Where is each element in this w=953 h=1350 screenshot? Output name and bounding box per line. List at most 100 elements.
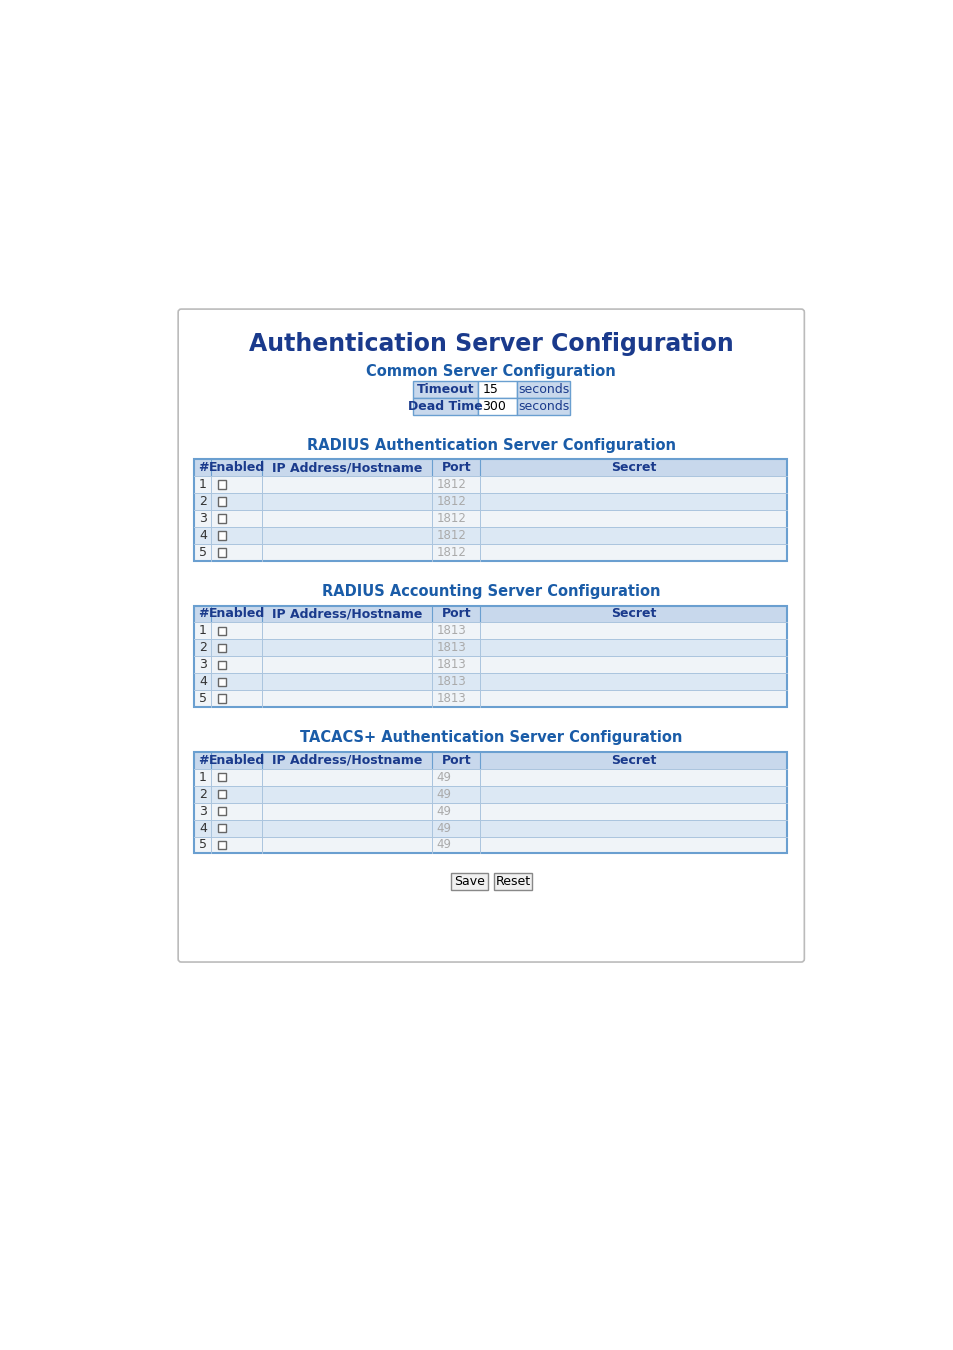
Text: 49: 49 bbox=[436, 787, 451, 801]
Bar bbox=[217, 694, 226, 703]
Bar bbox=[194, 656, 786, 674]
Text: 5: 5 bbox=[199, 545, 207, 559]
Text: Secret: Secret bbox=[611, 462, 656, 474]
Bar bbox=[217, 644, 226, 652]
Text: Enabled: Enabled bbox=[209, 462, 265, 474]
Text: 300: 300 bbox=[482, 400, 506, 413]
Text: 1812: 1812 bbox=[436, 529, 466, 541]
Text: 3: 3 bbox=[199, 659, 207, 671]
Text: 49: 49 bbox=[436, 771, 451, 784]
Text: Enabled: Enabled bbox=[209, 753, 265, 767]
Text: 1: 1 bbox=[199, 625, 207, 637]
Text: Enabled: Enabled bbox=[209, 608, 265, 621]
Bar bbox=[194, 752, 786, 853]
Text: 1813: 1813 bbox=[436, 641, 465, 655]
Bar bbox=[194, 606, 786, 622]
Text: 49: 49 bbox=[436, 805, 451, 818]
Text: 5: 5 bbox=[199, 693, 207, 705]
Bar bbox=[194, 459, 786, 560]
Text: 1812: 1812 bbox=[436, 545, 466, 559]
Bar bbox=[217, 531, 226, 540]
Text: seconds: seconds bbox=[517, 382, 569, 396]
Bar bbox=[194, 606, 786, 707]
Text: 4: 4 bbox=[199, 822, 207, 834]
Bar bbox=[217, 514, 226, 522]
Bar bbox=[494, 872, 531, 890]
Text: 1813: 1813 bbox=[436, 693, 465, 705]
Text: 49: 49 bbox=[436, 838, 451, 852]
Text: Dead Time: Dead Time bbox=[408, 400, 482, 413]
Bar bbox=[194, 477, 786, 493]
Text: RADIUS Accounting Server Configuration: RADIUS Accounting Server Configuration bbox=[322, 585, 659, 599]
Text: IP Address/Hostname: IP Address/Hostname bbox=[272, 608, 422, 621]
Bar bbox=[194, 640, 786, 656]
Bar bbox=[194, 752, 786, 768]
Text: RADIUS Authentication Server Configuration: RADIUS Authentication Server Configurati… bbox=[307, 437, 675, 452]
Text: 3: 3 bbox=[199, 512, 207, 525]
Bar bbox=[194, 459, 786, 477]
Text: 1812: 1812 bbox=[436, 495, 466, 508]
Bar bbox=[194, 674, 786, 690]
Text: Secret: Secret bbox=[611, 753, 656, 767]
Bar bbox=[451, 872, 488, 890]
Bar bbox=[194, 493, 786, 510]
Bar bbox=[194, 526, 786, 544]
Text: Common Server Configuration: Common Server Configuration bbox=[366, 364, 616, 379]
Bar bbox=[194, 768, 786, 786]
Text: 15: 15 bbox=[482, 382, 497, 396]
Bar bbox=[478, 398, 517, 414]
Bar bbox=[194, 803, 786, 819]
Text: 4: 4 bbox=[199, 675, 207, 688]
Bar bbox=[217, 660, 226, 670]
Text: Authentication Server Configuration: Authentication Server Configuration bbox=[249, 332, 733, 356]
FancyBboxPatch shape bbox=[178, 309, 803, 963]
Bar bbox=[194, 622, 786, 640]
Bar bbox=[194, 819, 786, 837]
Bar bbox=[194, 837, 786, 853]
Bar bbox=[478, 381, 517, 398]
Text: 1812: 1812 bbox=[436, 512, 466, 525]
Text: 1813: 1813 bbox=[436, 659, 465, 671]
Bar bbox=[217, 790, 226, 798]
Text: #: # bbox=[197, 462, 208, 474]
Text: Save: Save bbox=[454, 875, 484, 888]
Bar bbox=[217, 678, 226, 686]
Text: IP Address/Hostname: IP Address/Hostname bbox=[272, 462, 422, 474]
Text: 2: 2 bbox=[199, 495, 207, 508]
Text: 1813: 1813 bbox=[436, 675, 465, 688]
Text: 49: 49 bbox=[436, 822, 451, 834]
Text: Port: Port bbox=[441, 608, 471, 621]
Text: seconds: seconds bbox=[517, 400, 569, 413]
Bar bbox=[412, 398, 478, 414]
Bar bbox=[412, 381, 478, 398]
Text: IP Address/Hostname: IP Address/Hostname bbox=[272, 753, 422, 767]
Text: TACACS+ Authentication Server Configuration: TACACS+ Authentication Server Configurat… bbox=[300, 730, 681, 745]
Bar bbox=[217, 481, 226, 489]
Bar bbox=[517, 381, 569, 398]
Bar bbox=[217, 841, 226, 849]
Text: 1812: 1812 bbox=[436, 478, 466, 491]
Text: 1813: 1813 bbox=[436, 625, 465, 637]
Text: 2: 2 bbox=[199, 787, 207, 801]
Bar bbox=[194, 786, 786, 803]
Text: 1: 1 bbox=[199, 771, 207, 784]
Text: 2: 2 bbox=[199, 641, 207, 655]
Bar bbox=[217, 824, 226, 833]
Text: Secret: Secret bbox=[611, 608, 656, 621]
Text: Port: Port bbox=[441, 753, 471, 767]
Bar bbox=[217, 497, 226, 506]
Text: 5: 5 bbox=[199, 838, 207, 852]
Bar bbox=[217, 774, 226, 782]
Bar bbox=[217, 626, 226, 634]
Text: Port: Port bbox=[441, 462, 471, 474]
Bar bbox=[194, 690, 786, 707]
Bar bbox=[517, 398, 569, 414]
Text: Reset: Reset bbox=[495, 875, 530, 888]
Bar bbox=[194, 544, 786, 560]
Text: #: # bbox=[197, 753, 208, 767]
Text: 4: 4 bbox=[199, 529, 207, 541]
Text: #: # bbox=[197, 608, 208, 621]
Text: Timeout: Timeout bbox=[416, 382, 474, 396]
Bar bbox=[194, 510, 786, 526]
Bar bbox=[217, 548, 226, 556]
